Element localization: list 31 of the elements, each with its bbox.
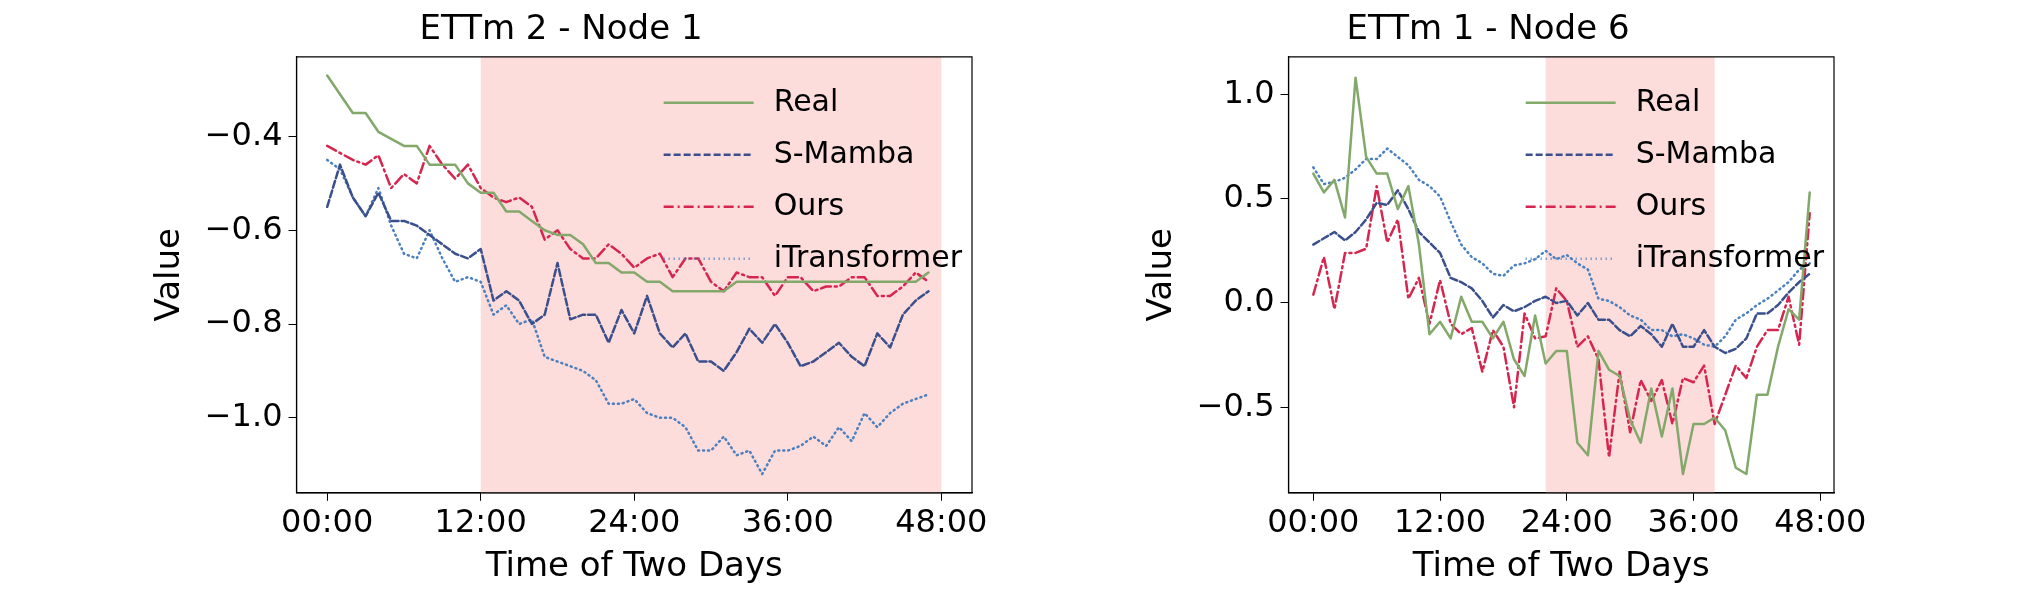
x-tick-label: 36:00 <box>1647 502 1740 541</box>
chart-title: ETTm 2 - Node 1 <box>419 7 703 48</box>
x-tick-label: 48:00 <box>1774 502 1867 541</box>
y-tick-label: −0.8 <box>204 302 283 341</box>
y-tick-label: −0.6 <box>204 208 283 247</box>
legend-label: S-Mamba <box>1635 134 1777 170</box>
x-tick-label: 12:00 <box>434 502 527 541</box>
x-tick-label: 00:00 <box>281 502 374 541</box>
y-axis-title: Value <box>1139 228 1180 322</box>
x-axis-title: Time of Two Days <box>484 544 783 585</box>
legend-label: iTransformer <box>773 238 963 274</box>
x-tick-label: 00:00 <box>1267 502 1360 541</box>
x-tick-label: 48:00 <box>895 502 988 541</box>
legend-label: Ours <box>1635 186 1707 222</box>
x-axis-title: Time of Two Days <box>1411 544 1710 585</box>
y-tick-label: −1.0 <box>204 396 283 435</box>
x-tick-label: 24:00 <box>588 502 681 541</box>
legend-label: S-Mamba <box>773 134 915 170</box>
y-tick-label: 0.0 <box>1223 281 1275 320</box>
x-tick-label: 24:00 <box>1520 502 1613 541</box>
x-tick-label: 12:00 <box>1393 502 1487 541</box>
y-tick-label: −0.4 <box>204 114 283 153</box>
x-tick-label: 36:00 <box>741 502 834 541</box>
y-tick-label: −0.5 <box>1196 385 1275 424</box>
chart-title: ETTm 1 - Node 6 <box>1346 7 1630 48</box>
y-axis-title: Value <box>147 228 188 322</box>
legend-label: Ours <box>773 186 845 222</box>
y-tick-label: 1.0 <box>1223 72 1275 111</box>
legend-label: Real <box>1635 82 1701 118</box>
legend-label: Real <box>773 82 839 118</box>
y-tick-label: 0.5 <box>1223 176 1275 215</box>
